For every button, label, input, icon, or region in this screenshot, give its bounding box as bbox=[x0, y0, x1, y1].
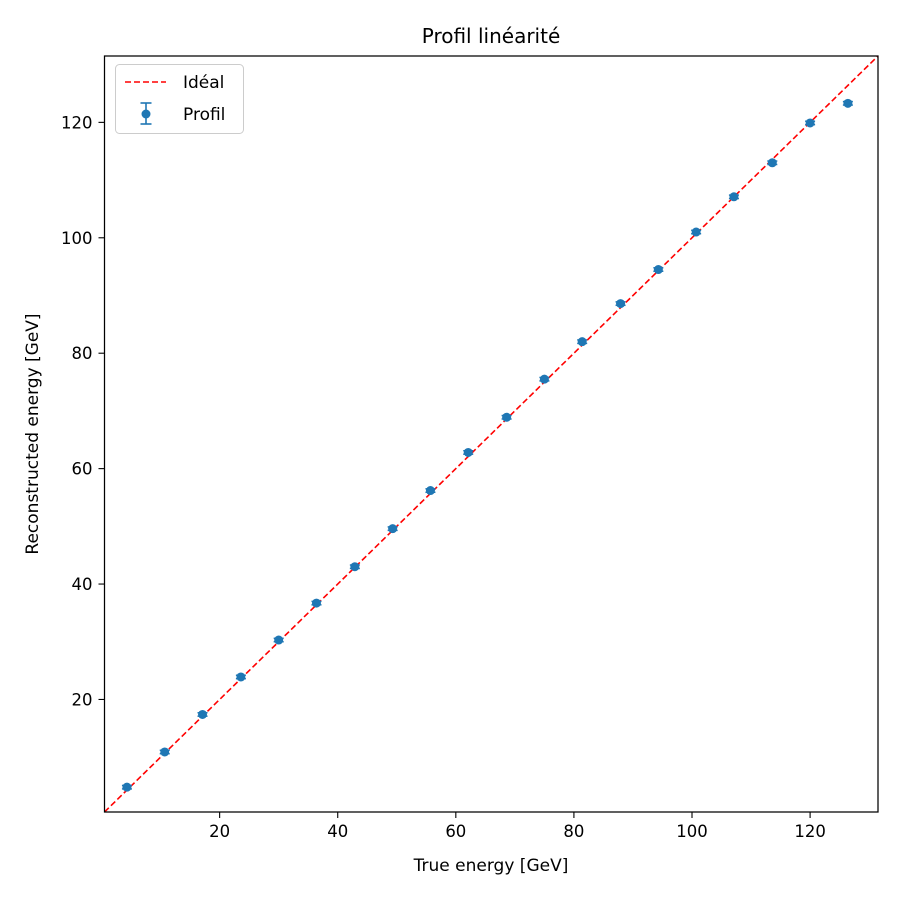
profile-series-layer bbox=[121, 98, 853, 792]
legend-ideal-label: Idéal bbox=[183, 73, 224, 93]
profile-point bbox=[311, 598, 321, 608]
legend-profile-label: Profil bbox=[183, 105, 225, 125]
plot-area bbox=[103, 55, 879, 813]
profile-point bbox=[767, 158, 777, 168]
profile-point bbox=[274, 635, 284, 645]
profile-point bbox=[843, 98, 853, 108]
ideal-line-layer bbox=[104, 56, 878, 812]
x-tick-label: 120 bbox=[794, 822, 826, 841]
x-tick-label: 80 bbox=[563, 822, 584, 841]
profile-point bbox=[805, 118, 815, 128]
x-axis-title: True energy [GeV] bbox=[413, 856, 569, 876]
ideal-line bbox=[104, 56, 878, 812]
plot-frame bbox=[103, 55, 879, 813]
profile-point bbox=[388, 524, 398, 534]
x-tick-label: 20 bbox=[209, 822, 230, 841]
y-tick-label: 20 bbox=[72, 690, 93, 709]
profile-point bbox=[463, 447, 473, 457]
y-tick-label: 40 bbox=[72, 575, 93, 594]
y-tick-label: 100 bbox=[61, 229, 93, 248]
profile-point bbox=[122, 782, 132, 792]
profile-point bbox=[502, 412, 512, 422]
profile-point bbox=[539, 374, 549, 384]
profile-point bbox=[577, 337, 587, 347]
y-axis-title: Reconstructed energy [GeV] bbox=[23, 313, 43, 554]
chart-title: Profil linéarité bbox=[422, 24, 561, 48]
x-tick-label: 100 bbox=[676, 822, 708, 841]
profile-point bbox=[691, 227, 701, 237]
profile-point bbox=[236, 672, 246, 682]
x-tick-label: 40 bbox=[327, 822, 348, 841]
legend-profile-marker bbox=[141, 109, 151, 119]
y-tick-label: 80 bbox=[72, 344, 93, 363]
y-tick-label: 120 bbox=[61, 113, 93, 132]
profile-point bbox=[160, 747, 170, 757]
y-axis: 20 40 60 80 100 120 bbox=[61, 113, 105, 709]
y-tick-label: 60 bbox=[72, 460, 93, 479]
profile-point bbox=[729, 192, 739, 202]
x-axis: 20 40 60 80 100 120 bbox=[209, 812, 826, 841]
profile-point bbox=[198, 709, 208, 719]
legend: Idéal Profil bbox=[115, 64, 244, 134]
x-tick-label: 60 bbox=[445, 822, 466, 841]
profile-point bbox=[653, 265, 663, 275]
profile-point bbox=[350, 562, 360, 572]
profile-point bbox=[616, 299, 626, 309]
profile-point bbox=[425, 486, 435, 496]
